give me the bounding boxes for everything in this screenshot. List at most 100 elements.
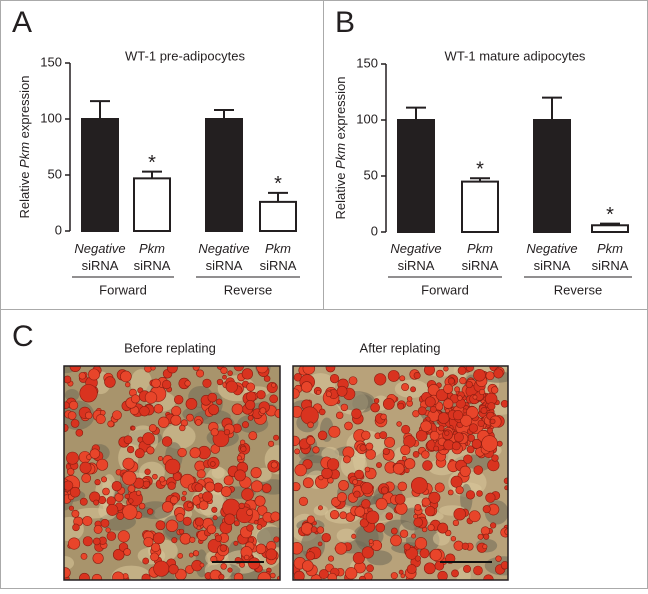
group-label: Reverse <box>224 282 272 297</box>
lipid-droplet <box>220 563 227 570</box>
lipid-droplet <box>146 446 155 455</box>
lipid-droplet <box>273 434 280 441</box>
lipid-droplet <box>256 390 266 400</box>
lipid-droplet <box>150 552 159 562</box>
lipid-droplet <box>410 386 416 393</box>
lipid-droplet <box>236 455 242 461</box>
lipid-droplet <box>457 395 463 401</box>
lipid-droplet <box>139 405 150 417</box>
lipid-droplet <box>382 447 390 456</box>
lipid-droplet <box>325 366 336 373</box>
lipid-droplet <box>220 366 228 375</box>
lipid-droplet <box>117 530 130 543</box>
lipid-droplet <box>438 425 445 432</box>
lipid-droplet <box>298 496 309 506</box>
lipid-droplet <box>270 511 280 522</box>
lipid-droplet <box>316 526 325 534</box>
lipid-droplet <box>344 421 353 431</box>
lipid-droplet <box>411 533 416 539</box>
y-tick-label: 100 <box>40 110 62 125</box>
lipid-droplet <box>400 573 406 579</box>
lipid-droplet <box>390 572 398 580</box>
lipid-droplet <box>382 398 395 410</box>
lipid-droplet <box>143 536 154 548</box>
lipid-droplet <box>500 561 508 570</box>
lipid-droplet <box>434 482 445 493</box>
lipid-droplet <box>486 427 493 434</box>
lipid-droplet <box>307 421 314 429</box>
lipid-droplet <box>489 418 496 425</box>
chart-title: WT-1 pre-adipocytes <box>125 48 245 63</box>
lipid-droplet <box>68 505 75 511</box>
lipid-droplet <box>400 444 411 456</box>
lipid-droplet <box>421 450 430 459</box>
lipid-droplet <box>239 439 246 445</box>
lipid-droplet <box>138 502 146 510</box>
lipid-droplet <box>247 415 254 421</box>
lipid-droplet <box>210 428 219 437</box>
bar <box>591 224 629 233</box>
lipid-droplet <box>64 567 71 579</box>
lipid-droplet <box>79 497 88 506</box>
lipid-droplet <box>106 496 116 506</box>
lipid-droplet <box>208 404 220 416</box>
x-tick-label: Pkm siRNA <box>592 241 629 273</box>
lipid-droplet <box>225 380 238 393</box>
lipid-droplet <box>452 410 464 421</box>
lipid-droplet <box>294 448 301 455</box>
lipid-droplet <box>216 378 224 386</box>
lipid-droplet <box>198 500 209 511</box>
lipid-droplet <box>80 553 88 560</box>
lipid-droplet <box>359 444 367 452</box>
lipid-droplet <box>144 391 158 404</box>
lipid-droplet <box>401 424 411 434</box>
lipid-droplet <box>224 513 236 525</box>
lipid-droplet <box>412 451 420 458</box>
lipid-droplet <box>406 564 417 575</box>
lipid-droplet <box>459 377 467 385</box>
lipid-droplet <box>227 567 233 573</box>
lipid-droplet <box>401 383 410 392</box>
lipid-droplet <box>274 408 280 419</box>
lipid-droplet <box>435 369 444 378</box>
lipid-droplet <box>493 368 504 379</box>
lipid-droplet <box>434 560 445 571</box>
lipid-droplet <box>95 414 106 425</box>
lipid-droplet <box>233 572 244 580</box>
lipid-droplet <box>257 571 271 580</box>
lipid-droplet <box>293 482 301 492</box>
y-tick-label: 100 <box>356 111 378 126</box>
lipid-droplet <box>179 424 186 432</box>
lipid-droplet <box>361 430 371 440</box>
lipid-droplet <box>317 541 323 547</box>
lipid-droplet <box>318 505 323 511</box>
x-tick-label: Pkm siRNA <box>462 241 499 273</box>
lipid-droplet <box>89 448 101 459</box>
lipid-droplet <box>460 414 473 427</box>
lipid-droplet <box>403 543 411 551</box>
lipid-droplet <box>241 488 254 501</box>
lipid-droplet <box>365 449 376 460</box>
lipid-droplet <box>161 501 174 513</box>
lipid-droplet <box>130 425 136 431</box>
lipid-droplet <box>122 457 135 470</box>
lipid-droplet <box>135 490 142 496</box>
lipid-droplet <box>64 375 72 384</box>
lipid-droplet <box>254 495 266 507</box>
lipid-droplet <box>336 492 348 503</box>
lipid-droplet <box>414 504 422 511</box>
lipid-droplet <box>422 460 433 471</box>
lipid-droplet <box>196 469 206 479</box>
bar <box>205 118 243 232</box>
lipid-droplet <box>476 490 483 497</box>
lipid-droplet <box>390 527 398 535</box>
lipid-droplet <box>106 531 117 541</box>
lipid-droplet <box>419 548 430 559</box>
lipid-droplet <box>240 445 247 453</box>
lipid-droplet <box>130 394 140 404</box>
lipid-droplet <box>477 419 485 427</box>
lipid-droplet <box>193 550 200 557</box>
lipid-droplet <box>179 533 192 545</box>
y-tick-label: 0 <box>55 222 62 237</box>
lipid-droplet <box>327 555 335 562</box>
